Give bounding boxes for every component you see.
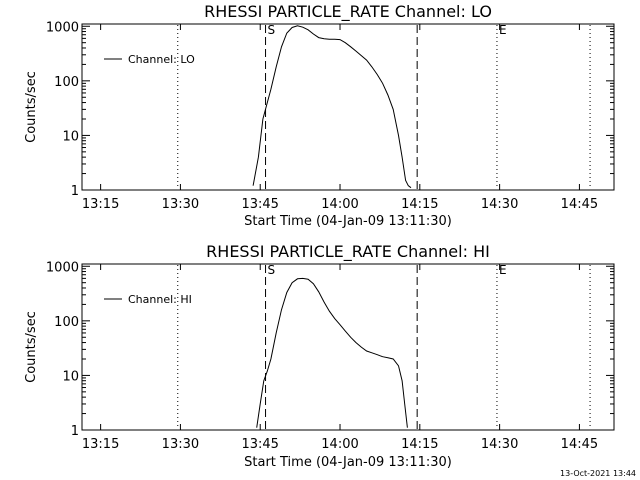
series-group [252,25,412,189]
x-tick-label: 14:00 [321,437,358,452]
x-tick-label: 14:00 [321,197,358,212]
event-marker-label: E [499,263,507,277]
x-axis-label: Start Time (04-Jan-09 13:11:30) [244,455,452,470]
legend-label: Channel: HI [128,293,192,306]
x-tick-label: 13:45 [241,197,278,212]
x-tick-label: 13:30 [162,437,199,452]
y-tick-label: 10 [62,369,79,384]
y-tick-label: 1000 [46,260,79,275]
y-tick-label: 10 [62,129,79,144]
x-tick-label: 13:15 [82,437,119,452]
x-tick-label: 13:30 [162,197,199,212]
x-tick-label: 14:30 [481,437,518,452]
y-tick-label: 1 [71,184,79,199]
x-tick-label: 14:15 [401,197,438,212]
x-tick-label: 14:45 [561,197,598,212]
chart-panel-hi: RHESSI PARTICLE_RATE Channel: HI Start T… [24,242,615,470]
y-tick-label: 100 [54,75,79,90]
y-axis-label: Counts/sec [24,311,39,383]
legend-label: Channel: LO [128,53,195,66]
axis-ticks: 13:15 13:30 13:45 14:00 14:15 14:30 14:45 1 10 10… [46,260,614,452]
x-tick-label: 13:45 [241,437,278,452]
event-marker-label: E [499,23,507,37]
y-tick-label: 100 [54,315,79,330]
x-tick-label: 13:15 [82,197,119,212]
chart-panel-lo: RHESSI PARTICLE_RATE Channel: LO Start T… [24,2,615,229]
series-group [256,277,408,428]
chart-title: RHESSI PARTICLE_RATE Channel: LO [204,2,492,22]
x-tick-label: 14:45 [561,437,598,452]
series-line [252,25,412,189]
x-axis-label: Start Time (04-Jan-09 13:11:30) [244,214,452,229]
chart-title: RHESSI PARTICLE_RATE Channel: HI [206,242,490,262]
event-marker-label: S [268,263,276,277]
plot-frame [81,263,615,431]
plot-frame [81,23,615,191]
y-axis-label: Counts/sec [24,71,39,143]
axis-ticks: 13:15 13:30 13:45 14:00 14:15 14:30 14:45 1 10 10… [46,20,614,212]
y-tick-label: 1 [71,424,79,439]
event-marker-label: S [268,23,276,37]
series-line [256,277,408,428]
x-tick-label: 14:15 [401,437,438,452]
x-tick-label: 14:30 [481,197,518,212]
y-tick-label: 1000 [46,20,79,35]
generation-date: 13-Oct-2021 13:44 [560,469,636,478]
